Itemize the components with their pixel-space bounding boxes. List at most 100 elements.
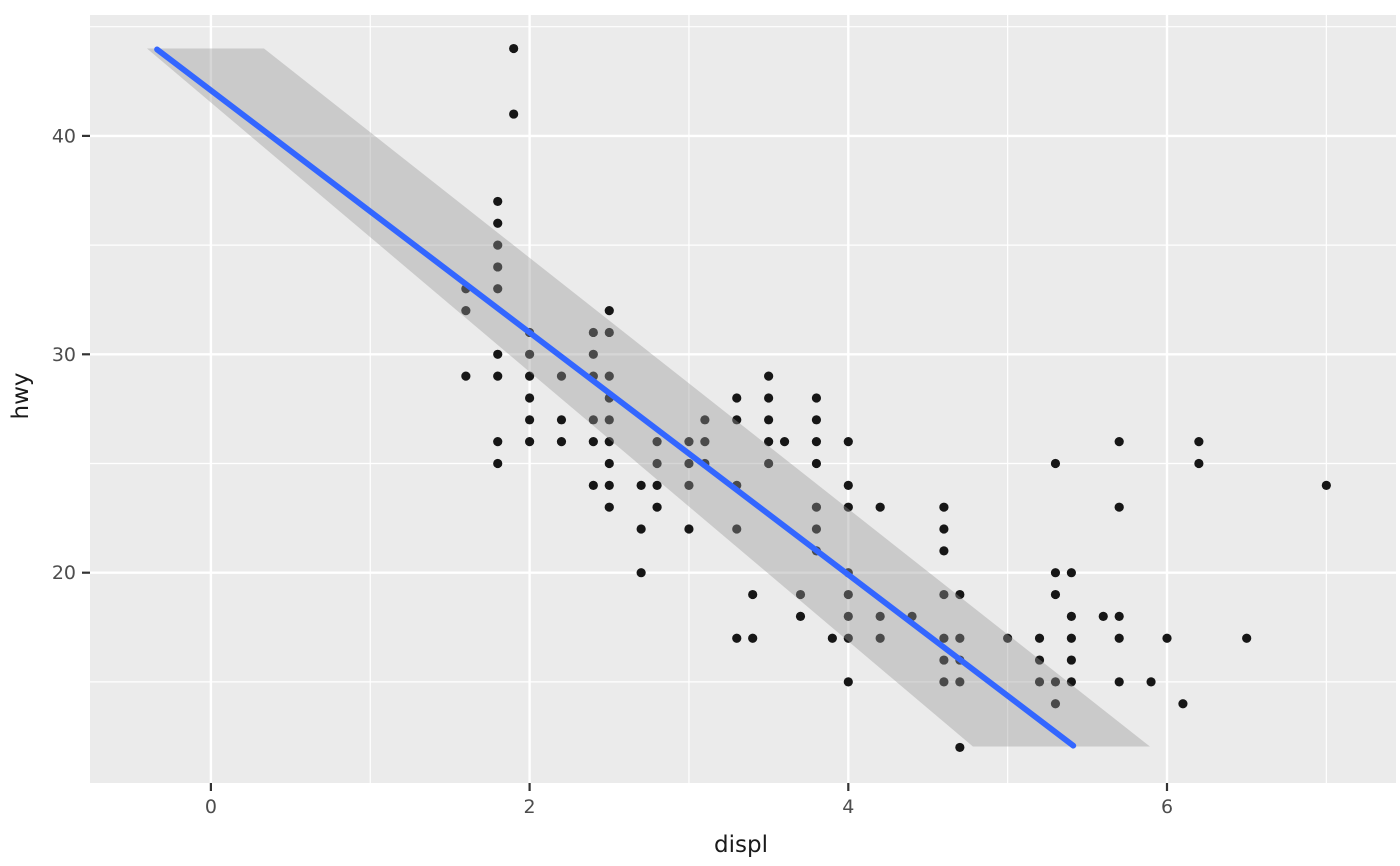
data-point xyxy=(875,633,885,643)
data-point xyxy=(604,415,614,425)
data-point xyxy=(955,742,965,753)
data-point xyxy=(1114,502,1124,512)
data-point xyxy=(525,415,535,425)
data-point xyxy=(1146,677,1156,687)
data-point xyxy=(748,633,758,643)
data-point xyxy=(811,393,822,403)
data-point xyxy=(811,458,822,469)
data-point xyxy=(843,437,853,447)
data-point xyxy=(604,437,614,447)
data-point xyxy=(779,437,790,447)
x-tick-label: 0 xyxy=(205,796,217,818)
data-point xyxy=(1321,480,1331,490)
data-point xyxy=(636,524,646,534)
data-point xyxy=(748,589,758,600)
data-point xyxy=(652,480,662,490)
data-point xyxy=(939,677,949,687)
data-point xyxy=(700,415,710,425)
data-point xyxy=(939,655,949,665)
data-point xyxy=(811,415,822,425)
data-point xyxy=(939,524,949,534)
data-point xyxy=(1066,568,1076,578)
data-point xyxy=(1050,677,1061,687)
data-point xyxy=(684,524,694,534)
data-point xyxy=(827,633,837,643)
data-point xyxy=(1242,633,1252,643)
data-point xyxy=(556,437,567,447)
data-point xyxy=(939,589,949,600)
data-point xyxy=(811,524,822,534)
data-point xyxy=(684,437,694,447)
data-point xyxy=(493,349,503,359)
data-point xyxy=(493,284,503,294)
data-point xyxy=(1114,437,1124,447)
x-axis-title: displ xyxy=(714,832,768,858)
data-point xyxy=(604,371,614,381)
confidence-ribbon xyxy=(147,48,1150,747)
data-point xyxy=(652,437,662,447)
data-point xyxy=(843,677,853,687)
data-point xyxy=(1114,633,1124,643)
data-point xyxy=(1050,458,1061,469)
data-point xyxy=(1066,633,1076,643)
data-point xyxy=(764,393,774,403)
data-point xyxy=(509,43,519,54)
data-point xyxy=(700,437,710,447)
data-point xyxy=(604,480,614,490)
data-point xyxy=(684,458,694,469)
data-point xyxy=(795,611,806,621)
data-point xyxy=(955,633,965,643)
data-point xyxy=(875,502,885,512)
data-point xyxy=(604,327,614,338)
data-point xyxy=(556,371,567,381)
data-point xyxy=(732,393,742,403)
data-point xyxy=(684,480,694,490)
data-point xyxy=(556,415,567,425)
data-point xyxy=(588,327,598,338)
data-point xyxy=(843,589,853,600)
data-point xyxy=(843,480,853,490)
data-point xyxy=(1114,611,1124,621)
y-tick-label: 40 xyxy=(52,125,76,147)
x-tick-label: 6 xyxy=(1161,796,1173,818)
regression-line xyxy=(154,46,1077,749)
plot-panel xyxy=(90,15,1396,783)
data-point xyxy=(493,196,503,207)
data-point xyxy=(795,589,806,600)
data-point xyxy=(955,677,965,687)
data-point xyxy=(1066,655,1076,665)
data-point xyxy=(652,502,662,512)
data-point xyxy=(811,437,822,447)
data-point xyxy=(588,349,598,359)
data-point xyxy=(509,109,519,119)
data-point xyxy=(588,415,598,425)
data-point xyxy=(764,371,774,381)
data-point xyxy=(1050,699,1061,709)
data-point xyxy=(525,393,535,403)
data-point xyxy=(875,611,885,621)
data-point xyxy=(1194,458,1204,469)
data-point xyxy=(1162,633,1172,643)
data-point xyxy=(493,458,503,469)
axis-tick-labels: 0 2 4 6 20 30 40 xyxy=(52,125,1173,818)
data-point xyxy=(461,371,471,381)
data-point xyxy=(732,633,742,643)
data-point xyxy=(636,568,646,578)
panel-background xyxy=(90,15,1396,783)
data-point xyxy=(1066,677,1076,687)
y-axis-title: hwy xyxy=(8,373,34,420)
data-point xyxy=(843,502,853,512)
data-point xyxy=(732,415,742,425)
data-point xyxy=(493,437,503,447)
data-point xyxy=(604,306,614,316)
data-point xyxy=(1034,677,1045,687)
data-point xyxy=(764,437,774,447)
data-point xyxy=(939,546,949,556)
data-point xyxy=(604,502,614,512)
data-point xyxy=(493,218,503,228)
data-point xyxy=(1034,655,1045,665)
data-point xyxy=(843,633,853,643)
y-tick-label: 20 xyxy=(52,562,76,584)
data-point xyxy=(461,306,471,316)
